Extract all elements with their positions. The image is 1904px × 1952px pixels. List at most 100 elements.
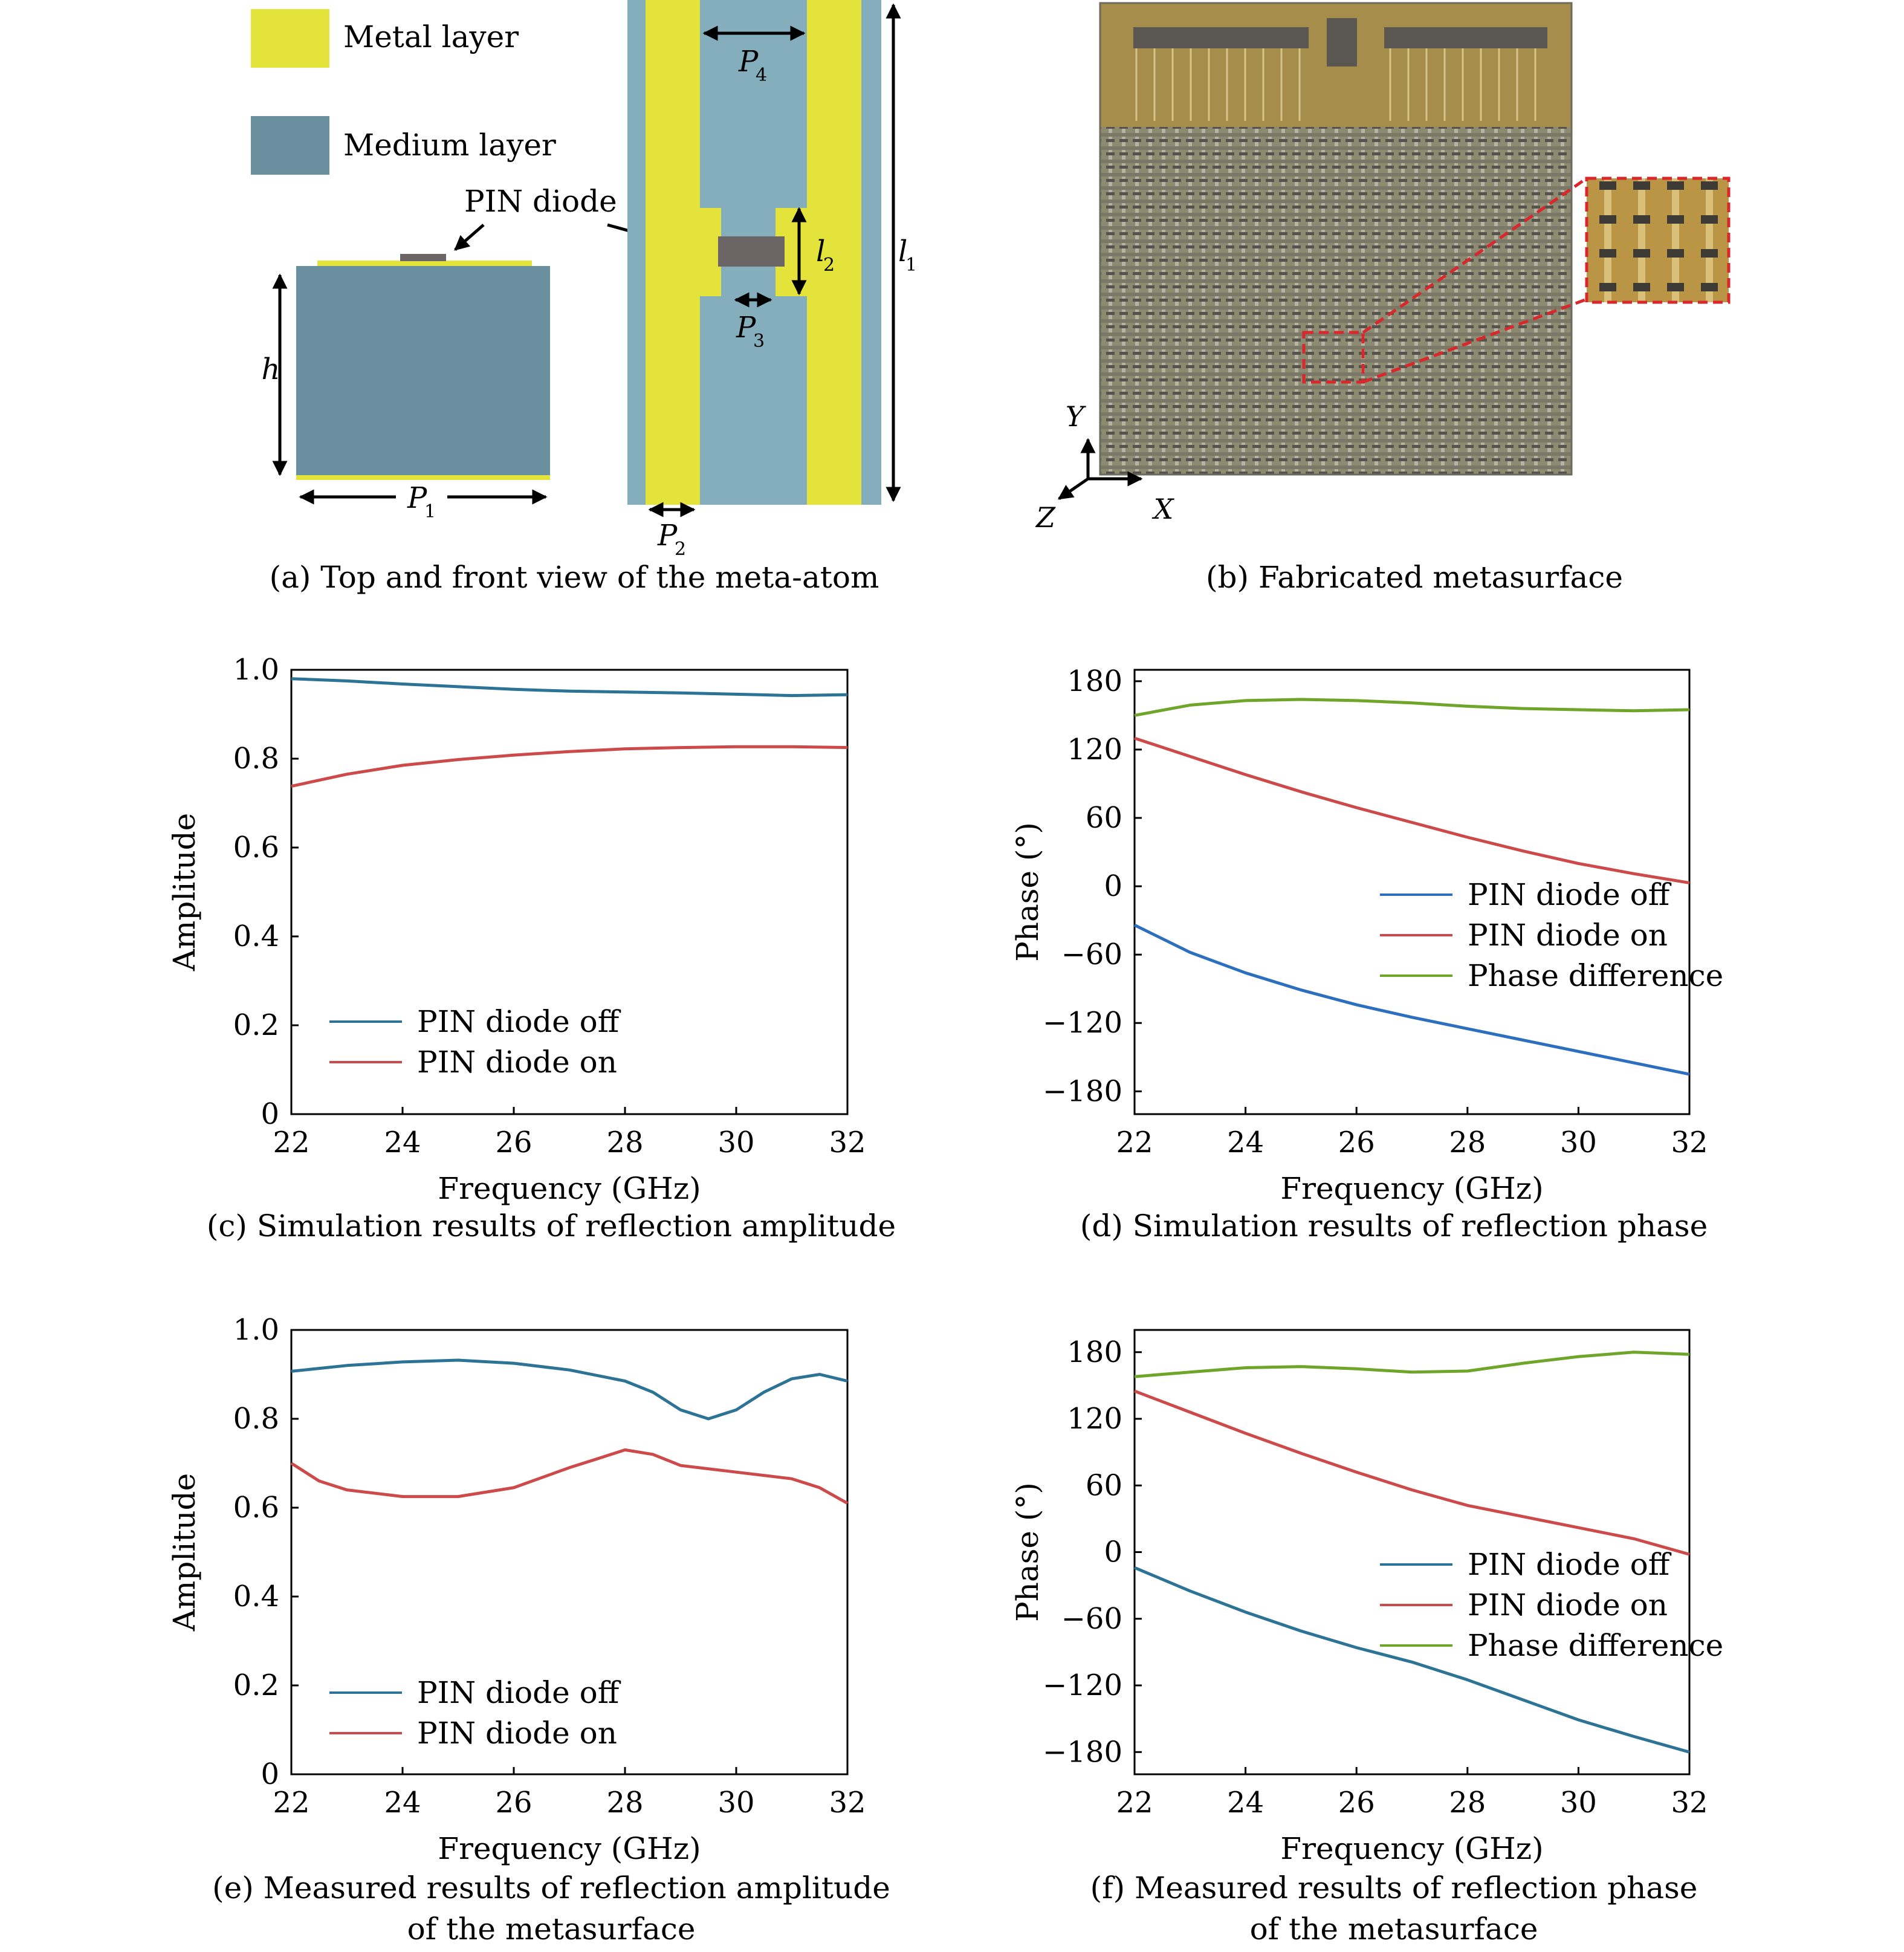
x-tick-label: 24 [1227,1126,1264,1159]
x-tick-label: 26 [495,1786,532,1820]
legend-label-2: PIN diode on [417,1045,617,1080]
y-tick-label: 180 [1067,664,1122,698]
y-tick-label: 0.8 [233,742,279,776]
caption-b: (b) Fabricated metasurface [1206,560,1623,595]
panel-a: Metal layer Medium layer h P 1 PIN diode [251,0,917,595]
y-tick-label: −180 [1043,1074,1122,1108]
x-tick-label: 32 [829,1786,866,1820]
x-tick-label: 24 [384,1786,421,1820]
x-tick-label: 30 [1560,1126,1597,1159]
caption-a: (a) Top and front view of the meta-atom [270,560,879,595]
x-tick-label: 24 [384,1126,421,1159]
x-tick-label: 30 [717,1126,754,1159]
p1-subscript: 1 [424,501,436,522]
plot-frame [290,1329,849,1775]
x-axis-title: Frequency (GHz) [438,1171,701,1206]
x-tick-label: 22 [1116,1786,1153,1820]
pin-diode-label: PIN diode [464,184,617,219]
p2-label: P [657,519,678,553]
top-view: P 4 l 2 l 1 P 3 P 2 [627,0,917,560]
series-line-3 [1134,1351,1690,1378]
y-tick-label: 0.6 [233,831,279,864]
legend-label-2: PIN diode on [1468,1587,1668,1623]
zoom-line-bottom [1362,297,1587,384]
metal-layer-label: Metal layer [343,19,519,54]
zoom-source-box [1302,331,1365,384]
y-tick-label: 0.2 [233,1008,279,1042]
legend-label-1: PIN diode off [1468,877,1672,912]
series-line-1 [1133,923,1690,1076]
h-label: h [262,352,280,386]
y-axis-label: Y [1066,400,1087,433]
front-diode [400,254,446,261]
plot-frame [290,669,849,1115]
p4-subscript: 4 [756,65,767,86]
l1-subscript: 1 [905,255,917,276]
coordinate-axes: Y X Z [1035,400,1175,534]
top-left-pad [700,208,721,296]
l2-subscript: 2 [823,255,835,276]
series-line-3 [1134,698,1690,717]
legend-medium-key: Medium layer [251,116,556,175]
y-tick-label: −180 [1043,1735,1122,1769]
caption-e-line2: of the metasurface [407,1911,696,1947]
y-tick-label: 0 [261,1757,279,1791]
x-tick-label: 30 [717,1786,754,1820]
l1-label: l [898,235,907,268]
x-tick-label: 32 [1671,1126,1708,1159]
y-tick-label: 0.4 [233,919,279,953]
series-line-1 [291,677,848,698]
y-tick-label: 120 [1067,1402,1122,1436]
y-tick-label: 0.2 [233,1668,279,1702]
x-tick-label: 26 [495,1126,532,1159]
connector-middle [1327,18,1357,66]
zoom-inset [1587,178,1729,302]
series-line-1 [291,1358,848,1421]
unit-cell-array [1100,127,1572,475]
metasurface-photo [1099,2,1731,476]
y-tick-label: 1.0 [233,1313,279,1347]
y-tick-label: 0 [1104,1535,1122,1569]
x-tick-label: 28 [606,1786,643,1820]
series-line-1 [1134,1566,1690,1754]
y-tick-label: 120 [1067,733,1122,767]
connector-right [1384,27,1547,48]
series-line-2 [291,745,848,788]
y-tick-label: 0 [261,1097,279,1131]
x-axis-label: X [1152,493,1175,525]
y-axis-title: Amplitude [167,813,202,971]
x-tick-label: 26 [1338,1786,1375,1820]
top-diode [718,236,785,267]
y-tick-label: −120 [1043,1006,1122,1040]
x-tick-label: 30 [1560,1786,1597,1820]
l2-label: l [816,235,825,268]
y-axis-title: Amplitude [167,1473,202,1632]
x-axis-title: Frequency (GHz) [1280,1831,1543,1866]
legend-label-2: PIN diode on [1468,918,1668,953]
x-tick-label: 22 [1116,1126,1153,1159]
front-substrate [296,266,550,476]
connector-left [1133,27,1309,48]
legend-label-2: PIN diode on [417,1716,617,1751]
chart-d: 22 24 26 28 30 32 −180 −120 −60 0 60 120 180 Frequenc… [1010,664,1723,1244]
panel-b: Y X Z (b) Fabricated metasurface [1035,2,1731,595]
y-tick-label: 0.8 [233,1402,279,1436]
x-axis-title: Frequency (GHz) [1280,1171,1543,1206]
x-tick-label: 22 [273,1126,309,1159]
p2-subscript: 2 [675,539,686,560]
series-line-2 [1134,1389,1690,1556]
y-tick-label: 0 [1104,869,1122,903]
y-tick-label: 0.4 [233,1580,279,1613]
caption-d: (d) Simulation results of reflection pha… [1080,1208,1708,1244]
x-tick-label: 26 [1338,1126,1375,1159]
legend-label-3: Phase difference [1468,1628,1723,1663]
legend-label-1: PIN diode off [417,1675,621,1710]
front-ground-metal [296,475,550,480]
medium-layer-label: Medium layer [343,128,556,163]
top-left-strip [646,0,718,505]
p1-label: P [407,481,427,515]
plot-frame [1133,669,1691,1115]
y-tick-label: 1.0 [233,653,279,687]
caption-f-line2: of the metasurface [1250,1911,1538,1947]
